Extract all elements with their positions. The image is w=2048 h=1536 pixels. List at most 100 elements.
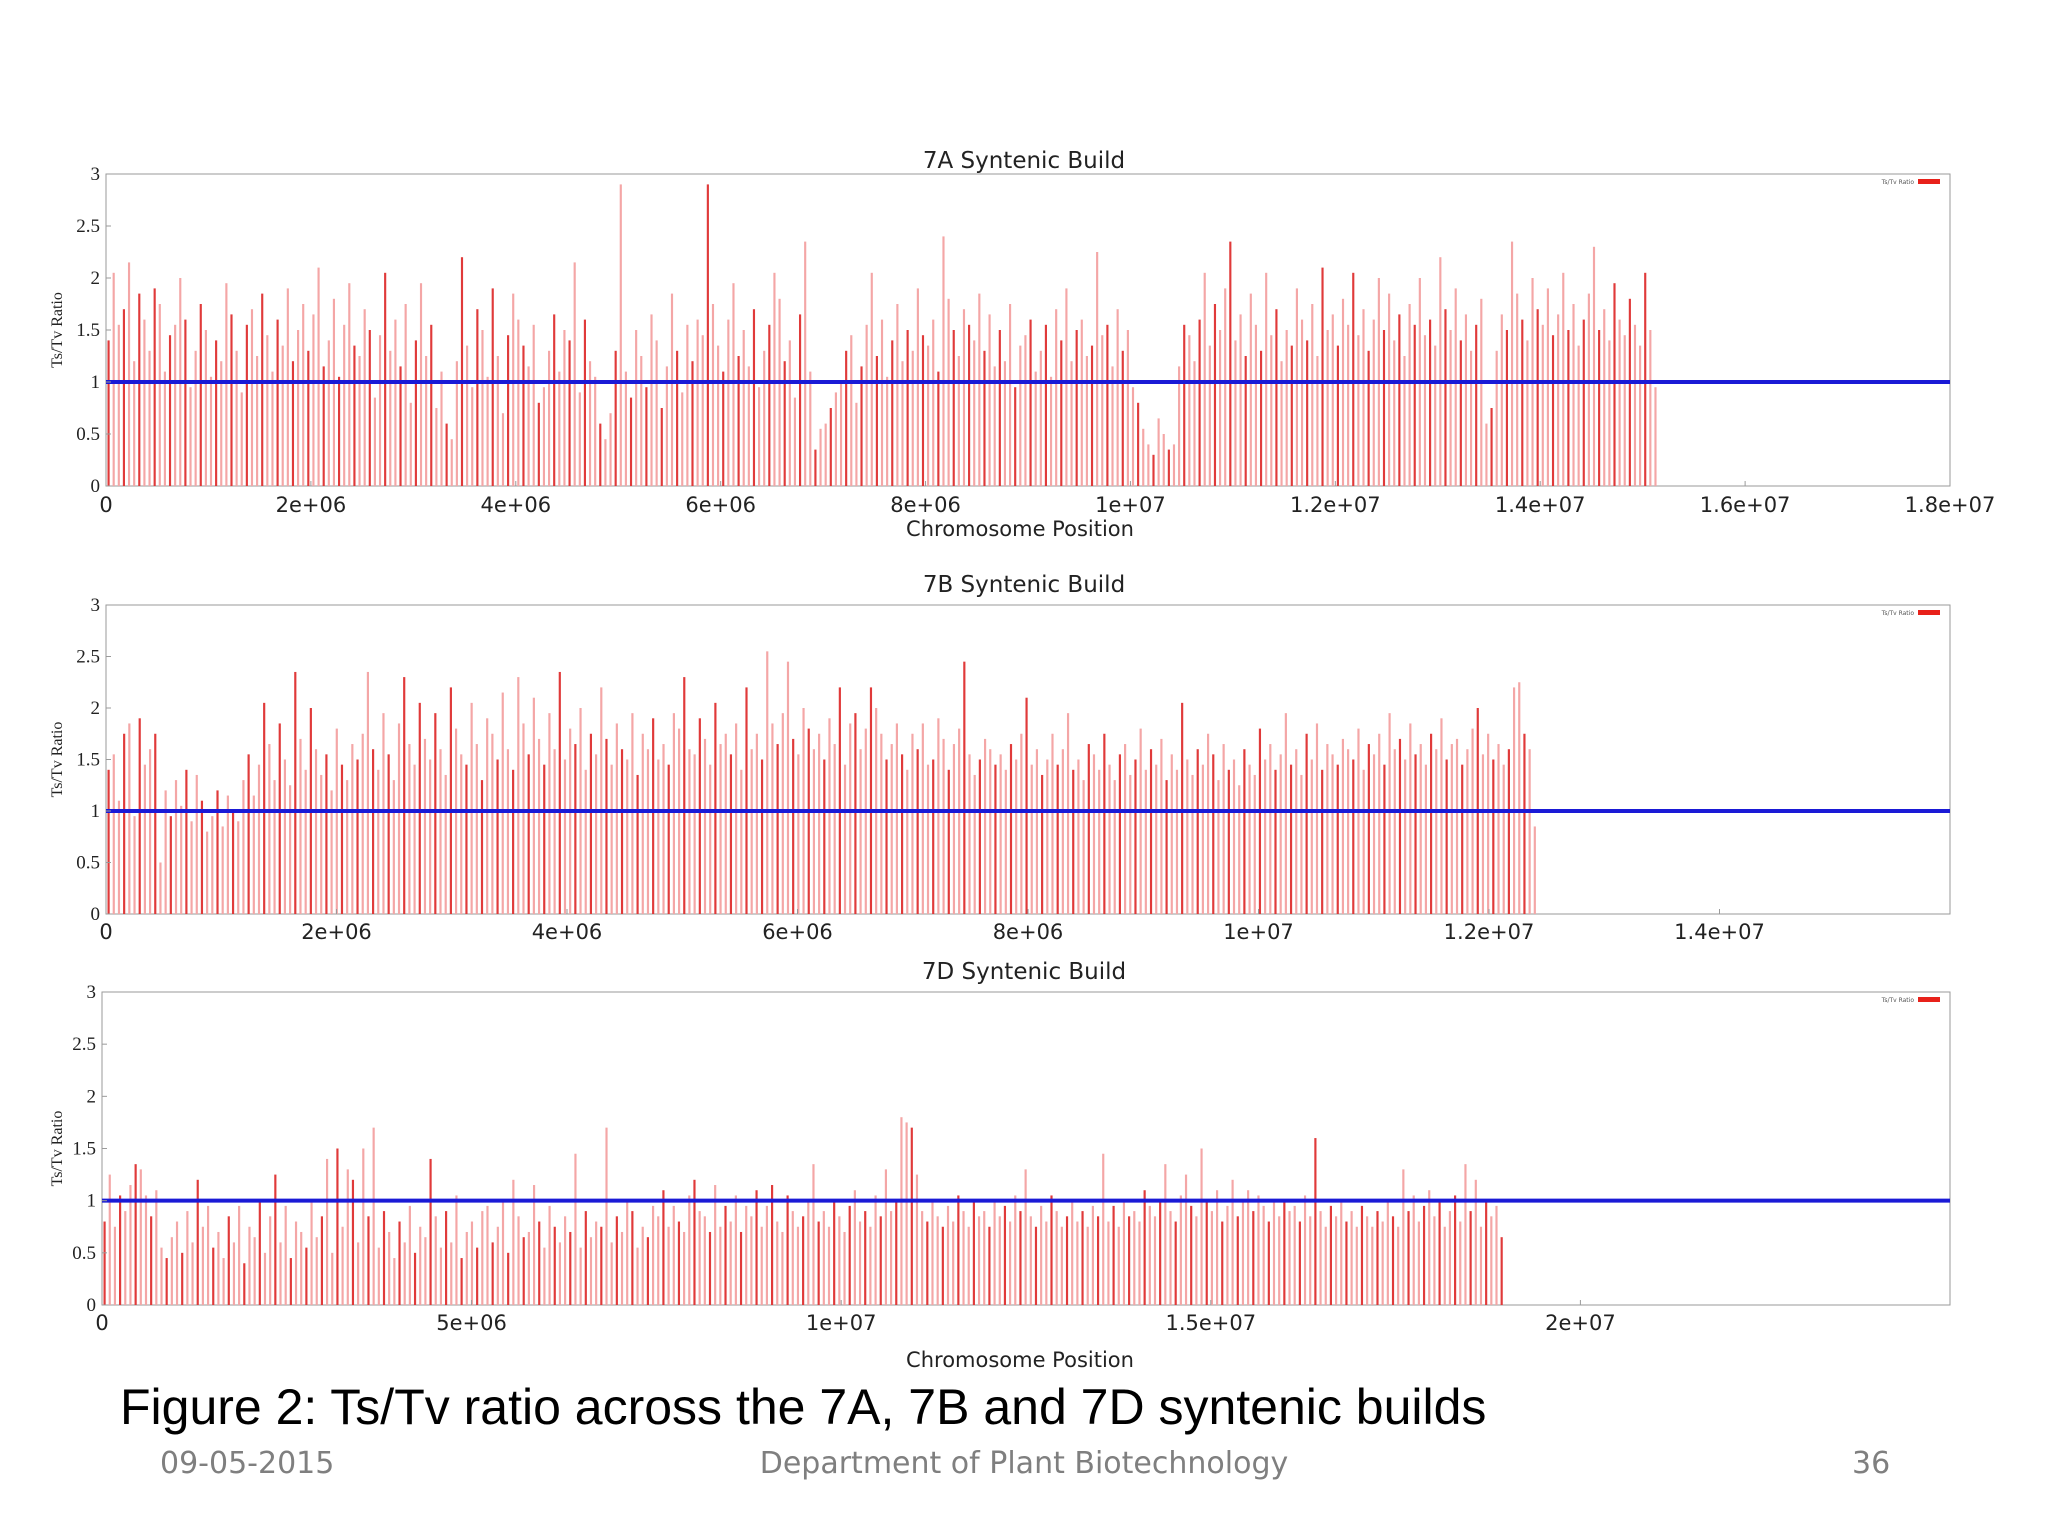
bar: [480, 780, 484, 914]
bar: [696, 319, 699, 486]
bar: [424, 1237, 427, 1305]
x-tick-label: 0: [99, 920, 112, 944]
bar: [884, 1169, 887, 1305]
bar: [261, 293, 264, 486]
bar: [1137, 402, 1140, 486]
figure-caption: Figure 2: Ts/Tv ratio across the 7A, 7B …: [120, 1379, 1487, 1435]
bar: [289, 1258, 292, 1305]
bar: [609, 413, 612, 486]
x-axis-label: Chromosome Position: [906, 517, 1134, 541]
bar: [289, 785, 292, 914]
x-tick-label: 0: [95, 1311, 108, 1335]
bar: [641, 733, 644, 914]
bar: [1357, 335, 1360, 486]
bar: [423, 738, 427, 914]
bar: [307, 350, 310, 486]
bar: [781, 1231, 784, 1305]
bar: [189, 387, 192, 486]
bar: [481, 1211, 484, 1305]
chart-title: 7B Syntenic Build: [923, 572, 1125, 598]
bar: [793, 397, 797, 486]
bar: [1080, 319, 1083, 486]
bar: [248, 1226, 251, 1305]
bar: [1128, 1216, 1131, 1305]
bar: [358, 356, 361, 486]
bar: [1502, 764, 1505, 914]
x-tick-label: 8e+06: [890, 493, 961, 517]
bar: [1386, 1200, 1389, 1305]
bar: [615, 723, 618, 914]
bar: [1417, 1221, 1420, 1305]
bar: [1300, 774, 1303, 914]
x-tick-label: 1e+07: [1223, 920, 1294, 944]
bar: [299, 738, 302, 914]
bar: [1350, 1211, 1353, 1305]
bar: [766, 651, 769, 914]
bar: [843, 764, 847, 914]
bar: [1117, 1226, 1120, 1305]
bar: [890, 1211, 893, 1305]
x-tick-label: 1.8e+07: [1905, 493, 1996, 517]
bar: [117, 324, 120, 486]
bar: [1181, 702, 1184, 914]
bar: [640, 356, 643, 486]
bar: [266, 335, 269, 486]
bar: [1210, 1211, 1213, 1305]
chart-title: 7A Syntenic Build: [923, 148, 1125, 174]
bar: [506, 749, 510, 914]
bar: [332, 298, 336, 486]
bar: [619, 184, 622, 486]
bar: [1206, 733, 1210, 914]
bar: [196, 1179, 199, 1305]
bar: [1293, 1205, 1296, 1305]
bar: [1165, 780, 1168, 914]
bar: [1445, 759, 1448, 914]
bar: [1378, 733, 1381, 914]
y-tick-label: 1: [87, 1191, 97, 1212]
bar: [931, 1200, 934, 1305]
x-tick-label: 4e+06: [532, 920, 603, 944]
bar: [148, 350, 151, 486]
bar: [1152, 454, 1155, 486]
bar: [896, 304, 899, 486]
bar: [343, 324, 346, 486]
bar: [1393, 340, 1396, 486]
bar: [310, 1200, 313, 1305]
x-tick-label: 1e+07: [806, 1311, 877, 1335]
bar: [1162, 434, 1165, 486]
bar: [1623, 335, 1626, 486]
bar: [543, 764, 546, 914]
bar: [1533, 826, 1536, 914]
bar: [1278, 1216, 1281, 1305]
bar: [242, 780, 245, 914]
bar: [1315, 723, 1319, 914]
y-tick-label: 0.5: [76, 424, 100, 445]
bar: [1143, 1190, 1146, 1305]
bar: [1403, 356, 1406, 486]
bar: [1450, 744, 1453, 914]
bar: [1567, 330, 1570, 486]
bar: [926, 1221, 929, 1305]
bar: [159, 862, 162, 914]
bar: [988, 1226, 991, 1305]
bar: [1239, 314, 1242, 486]
bar: [1081, 1211, 1084, 1305]
bar: [1424, 764, 1427, 914]
x-tick-label: 1.5e+07: [1165, 1311, 1256, 1335]
bar: [1009, 744, 1013, 914]
bar: [891, 340, 894, 486]
bar: [1236, 1216, 1239, 1305]
bar: [537, 738, 541, 914]
legend-label: Ts/Tv Ratio: [1881, 179, 1915, 186]
bar: [574, 1153, 577, 1305]
bar: [1190, 1205, 1193, 1305]
bar: [195, 774, 198, 914]
bar: [1160, 738, 1163, 914]
bar: [771, 723, 774, 914]
bar: [185, 769, 188, 914]
bar: [382, 713, 385, 914]
bar: [320, 774, 323, 914]
bar: [357, 1242, 360, 1305]
bar: [911, 733, 914, 914]
bar: [722, 371, 725, 486]
